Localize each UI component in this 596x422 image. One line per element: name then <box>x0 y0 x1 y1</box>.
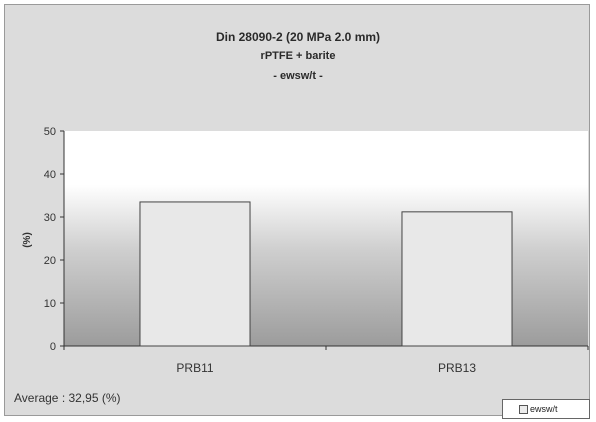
bars <box>139 201 513 347</box>
bar <box>139 201 251 347</box>
y-axis-label: (%) <box>22 232 33 248</box>
y-tick-label: 30 <box>44 212 56 224</box>
bar <box>401 211 513 347</box>
y-tick-label: 0 <box>50 341 56 353</box>
average-annotation: Average : 32,95 (%) <box>14 391 121 405</box>
x-tick-label: PRB11 <box>176 361 213 375</box>
y-tick-label: 10 <box>44 298 56 310</box>
legend-entry: ewsw/t <box>530 404 558 414</box>
chart-subtitle: rPTFE + barite <box>260 50 336 62</box>
legend: ewsw/t <box>502 399 590 419</box>
chart-subtitle-2: - ewsw/t - <box>273 70 323 82</box>
y-tick-label: 40 <box>44 169 56 181</box>
chart-title: Din 28090-2 (20 MPa 2.0 mm) <box>215 30 381 44</box>
y-tick-label: 50 <box>44 126 56 138</box>
x-axis: PRB11 PRB13 <box>63 345 589 375</box>
y-tick-label: 20 <box>44 255 56 267</box>
x-tick-label: PRB13 <box>438 361 476 375</box>
y-axis: 0 10 20 30 40 50 <box>44 126 65 353</box>
legend-swatch <box>519 404 528 414</box>
